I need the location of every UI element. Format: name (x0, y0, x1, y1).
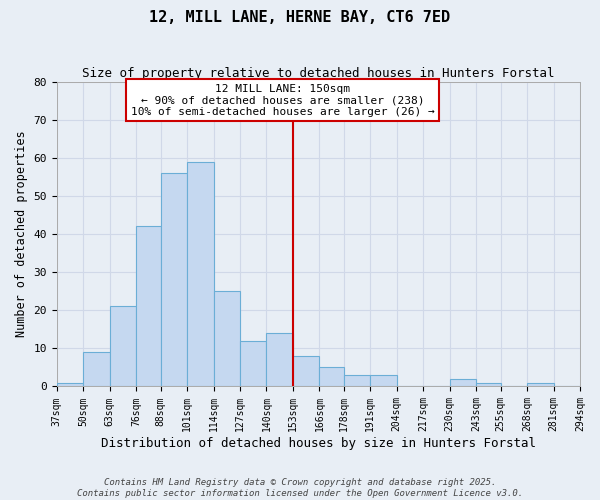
Bar (266, 333, 293, 386)
Bar (136, 226, 161, 386)
Bar (476, 382, 500, 386)
Bar (187, 162, 214, 386)
Bar (57, 382, 83, 386)
Text: 12 MILL LANE: 150sqm
← 90% of detached houses are smaller (238)
10% of semi-deta: 12 MILL LANE: 150sqm ← 90% of detached h… (131, 84, 434, 117)
Bar (344, 375, 370, 386)
Title: Size of property relative to detached houses in Hunters Forstal: Size of property relative to detached ho… (82, 68, 554, 80)
Text: Contains HM Land Registry data © Crown copyright and database right 2025.
Contai: Contains HM Land Registry data © Crown c… (77, 478, 523, 498)
Bar (83, 352, 110, 386)
Bar (110, 306, 136, 386)
Bar (214, 291, 240, 386)
X-axis label: Distribution of detached houses by size in Hunters Forstal: Distribution of detached houses by size … (101, 437, 536, 450)
Bar (293, 356, 319, 386)
Bar (370, 375, 397, 386)
Bar (450, 379, 476, 386)
Bar (527, 382, 554, 386)
Text: 12, MILL LANE, HERNE BAY, CT6 7ED: 12, MILL LANE, HERNE BAY, CT6 7ED (149, 10, 451, 25)
Bar (240, 341, 266, 386)
Y-axis label: Number of detached properties: Number of detached properties (15, 131, 28, 338)
Bar (319, 368, 344, 386)
Bar (161, 173, 187, 386)
